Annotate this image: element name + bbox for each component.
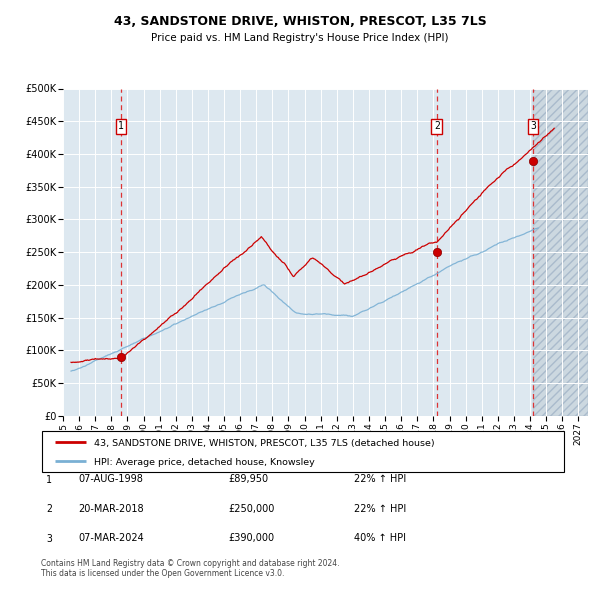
- Text: 22% ↑ HPI: 22% ↑ HPI: [354, 504, 406, 513]
- Text: £390,000: £390,000: [228, 533, 274, 543]
- Text: 1: 1: [118, 121, 124, 131]
- Text: 20-MAR-2018: 20-MAR-2018: [78, 504, 143, 513]
- Text: £250,000: £250,000: [228, 504, 274, 513]
- Text: HPI: Average price, detached house, Knowsley: HPI: Average price, detached house, Know…: [94, 458, 315, 467]
- Text: 43, SANDSTONE DRIVE, WHISTON, PRESCOT, L35 7LS: 43, SANDSTONE DRIVE, WHISTON, PRESCOT, L…: [113, 15, 487, 28]
- Bar: [533, 88, 588, 416]
- Text: 2: 2: [46, 504, 52, 514]
- Text: 07-AUG-1998: 07-AUG-1998: [78, 474, 143, 484]
- Text: Price paid vs. HM Land Registry's House Price Index (HPI): Price paid vs. HM Land Registry's House …: [151, 33, 449, 43]
- Text: 1: 1: [46, 475, 52, 484]
- Text: £89,950: £89,950: [228, 474, 268, 484]
- Text: 3: 3: [530, 121, 536, 131]
- Text: 43, SANDSTONE DRIVE, WHISTON, PRESCOT, L35 7LS (detached house): 43, SANDSTONE DRIVE, WHISTON, PRESCOT, L…: [94, 438, 435, 448]
- Text: This data is licensed under the Open Government Licence v3.0.: This data is licensed under the Open Gov…: [41, 569, 284, 578]
- FancyBboxPatch shape: [42, 431, 564, 472]
- Text: Contains HM Land Registry data © Crown copyright and database right 2024.: Contains HM Land Registry data © Crown c…: [41, 559, 340, 568]
- Text: 2: 2: [434, 121, 440, 131]
- Text: 07-MAR-2024: 07-MAR-2024: [78, 533, 144, 543]
- Text: 40% ↑ HPI: 40% ↑ HPI: [354, 533, 406, 543]
- Text: 3: 3: [46, 534, 52, 543]
- Text: 22% ↑ HPI: 22% ↑ HPI: [354, 474, 406, 484]
